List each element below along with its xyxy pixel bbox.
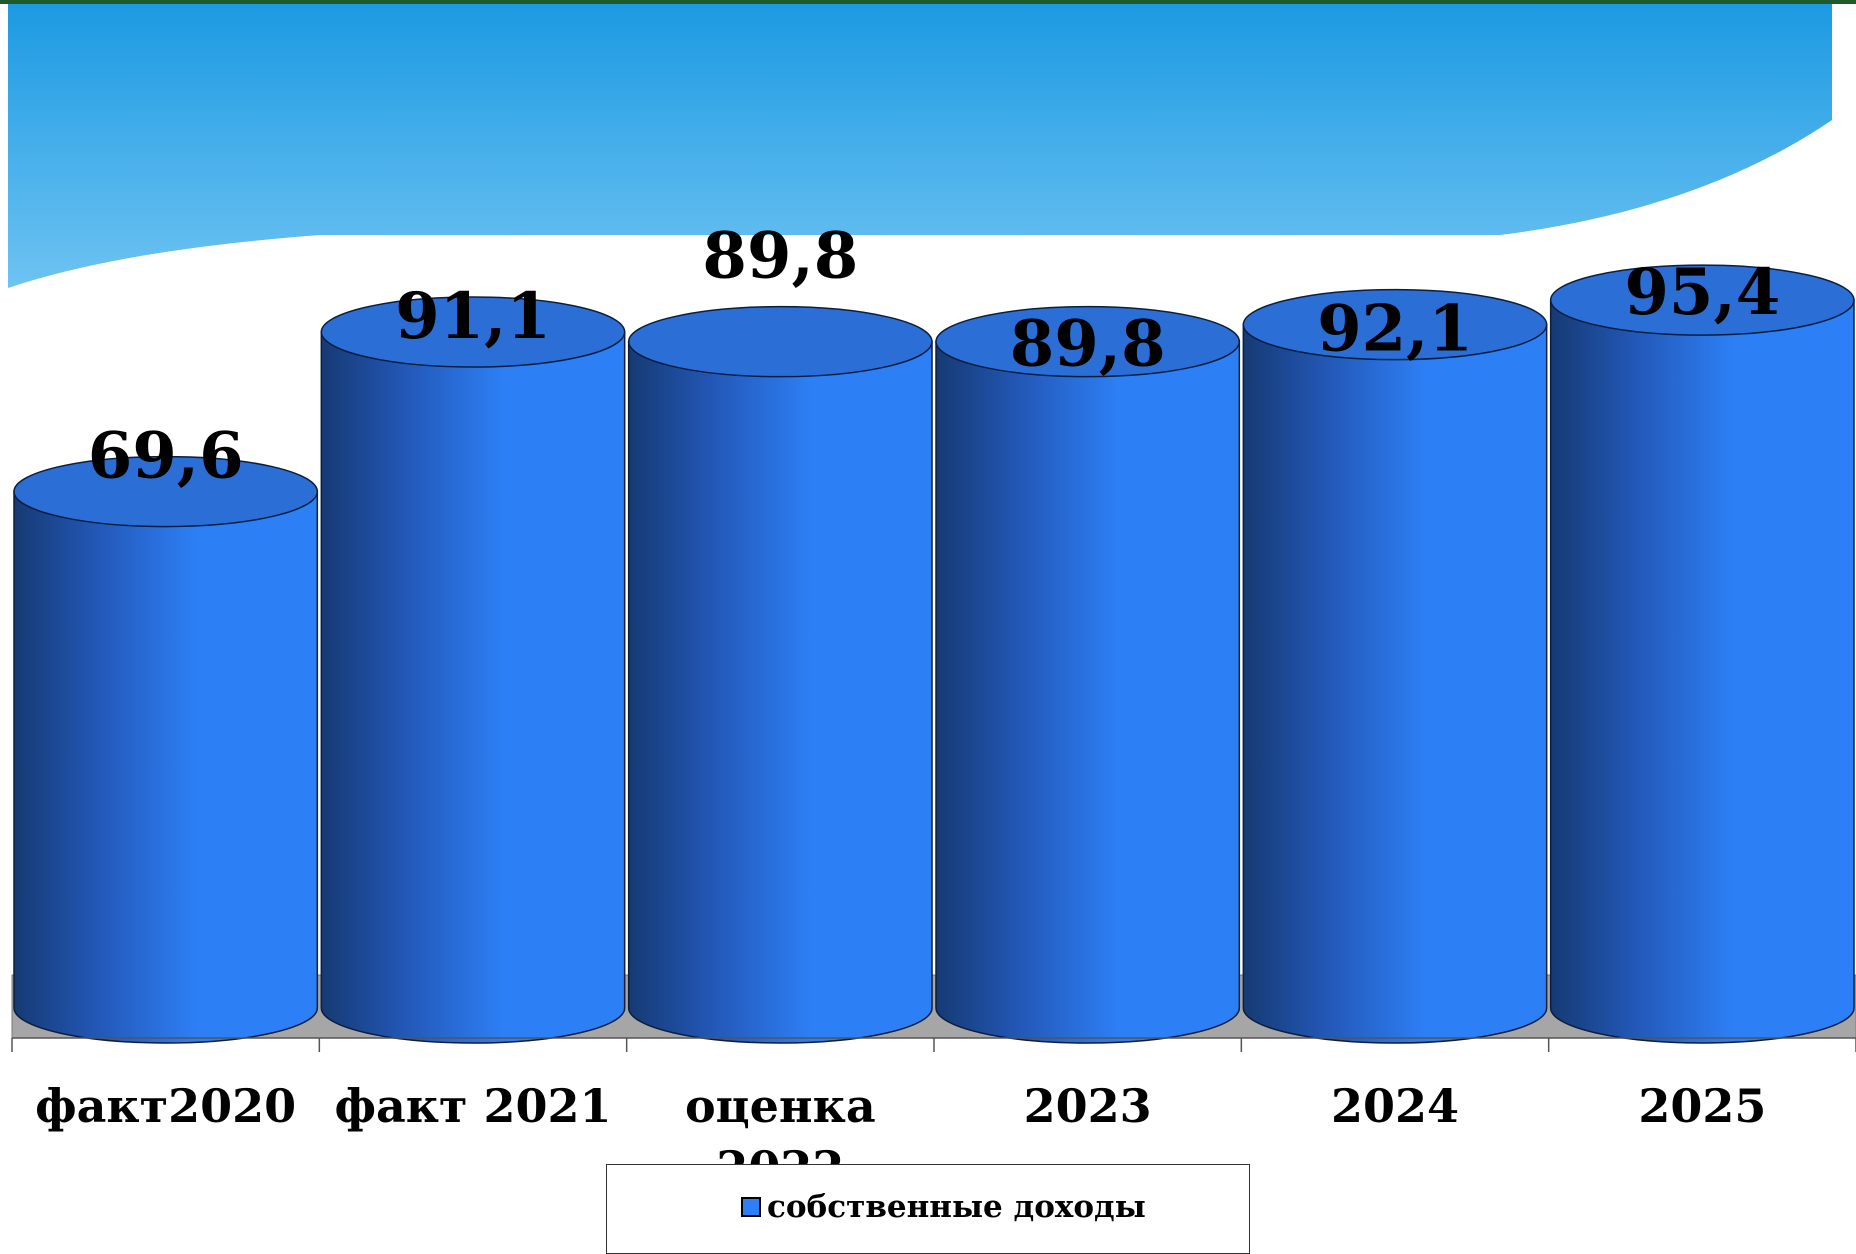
x-tick-label: факт2020: [35, 1079, 297, 1133]
bar-body: [935, 340, 1241, 1044]
bar-body: [320, 331, 626, 1044]
bar-top: [627, 305, 933, 378]
x-tick-label: факт 2021: [334, 1079, 612, 1133]
x-tick-label: 2024: [1330, 1079, 1460, 1133]
bar: [1242, 288, 1548, 1044]
bar-top: [320, 296, 626, 368]
bar: [320, 296, 626, 1044]
data-label: 89,8: [1010, 307, 1166, 382]
sky-background: [8, 4, 1832, 288]
legend-swatch-icon: [741, 1197, 761, 1217]
data-label: 91,1: [395, 279, 551, 354]
bar-top: [1242, 288, 1548, 361]
bar: [935, 305, 1241, 1044]
bar-top: [935, 305, 1241, 378]
legend-label: собственные доходы: [767, 1189, 1146, 1225]
data-label: 92,1: [1317, 292, 1473, 367]
legend: собственные доходы: [606, 1164, 1250, 1254]
data-label: 95,4: [1624, 255, 1780, 330]
legend-entry: собственные доходы: [741, 1189, 1146, 1225]
bar-body: [627, 340, 933, 1044]
bar-body: [1242, 323, 1548, 1044]
bar: [1549, 264, 1855, 1044]
bar-body: [1549, 299, 1855, 1044]
bar-body: [13, 490, 319, 1044]
data-label: 89,8: [702, 219, 858, 294]
bar: [627, 305, 933, 1044]
bar-top: [1549, 264, 1855, 336]
top-border: [0, 0, 1856, 4]
bar-top: [13, 455, 319, 528]
x-tick-label: 2023: [1023, 1079, 1152, 1133]
x-tick-label: 2025: [1638, 1079, 1767, 1133]
data-label: 69,6: [88, 419, 244, 494]
bar: [13, 455, 319, 1044]
